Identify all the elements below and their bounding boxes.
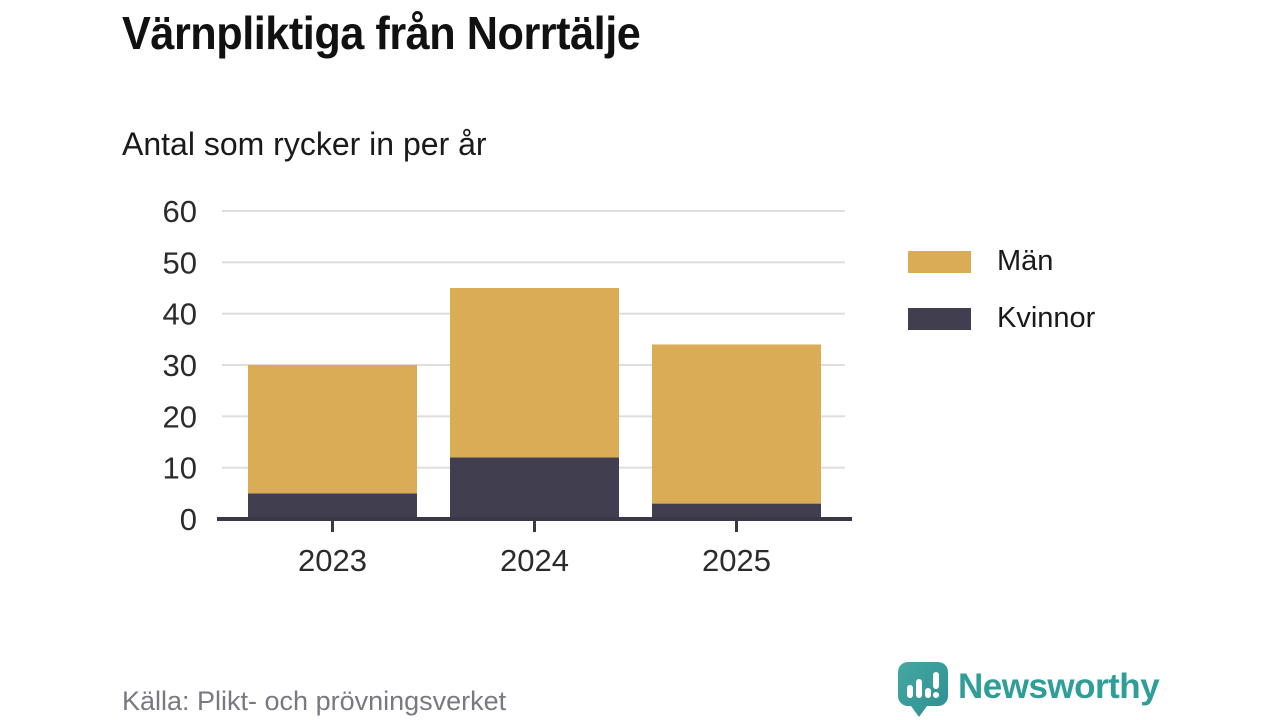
y-axis-tick-label: 0: [180, 502, 197, 537]
x-axis-tick: [533, 521, 536, 532]
bar-segment-kvinnor-2023: [248, 493, 417, 519]
x-axis-category-label: 2025: [702, 543, 771, 578]
source-caption: Källa: Plikt- och prövningsverket: [122, 686, 507, 716]
legend-item-women: Kvinnor: [908, 302, 1095, 335]
legend-label-women: Kvinnor: [997, 302, 1096, 334]
newsworthy-brand: Newsworthy: [897, 661, 1160, 719]
x-axis-category-label: 2023: [298, 543, 367, 578]
bar-segment-män-2024: [450, 288, 619, 458]
y-axis-tick-label: 20: [163, 399, 197, 434]
mini-bar-chart-glyph: [907, 672, 939, 698]
bar-segment-män-2025: [652, 344, 821, 504]
gridline: [222, 261, 845, 264]
newsworthy-logo-icon: [898, 662, 948, 717]
y-axis-tick-label: 30: [163, 348, 197, 383]
chart-subtitle: Antal som rycker in per år: [122, 126, 487, 162]
bar-segment-kvinnor-2025: [652, 503, 821, 519]
bar-segment-män-2023: [248, 365, 417, 494]
legend-item-men: Män: [908, 245, 1095, 278]
bar-segment-kvinnor-2024: [450, 457, 619, 519]
legend-label-men: Män: [997, 245, 1054, 277]
exclamation-dot: [933, 692, 939, 698]
y-axis-tick-label: 40: [163, 297, 197, 332]
x-axis-category-label: 2024: [500, 543, 569, 578]
gridline: [222, 210, 845, 212]
x-axis-tick: [735, 521, 738, 532]
chart-title: Värnpliktiga från Norrtälje: [122, 7, 641, 59]
legend-swatch-men: [908, 250, 971, 273]
exclamation-stem: [933, 672, 939, 689]
speech-bubble-shape: [898, 662, 948, 717]
y-axis-tick-label: 60: [163, 194, 197, 229]
x-axis-tick: [331, 521, 334, 532]
legend: Män Kvinnor: [908, 245, 1095, 359]
brand-name: Newsworthy: [958, 667, 1160, 706]
y-axis-tick-label: 10: [163, 451, 197, 486]
legend-swatch-women: [908, 307, 971, 330]
y-axis-tick-label: 50: [163, 245, 197, 280]
x-axis-line: [217, 517, 852, 521]
